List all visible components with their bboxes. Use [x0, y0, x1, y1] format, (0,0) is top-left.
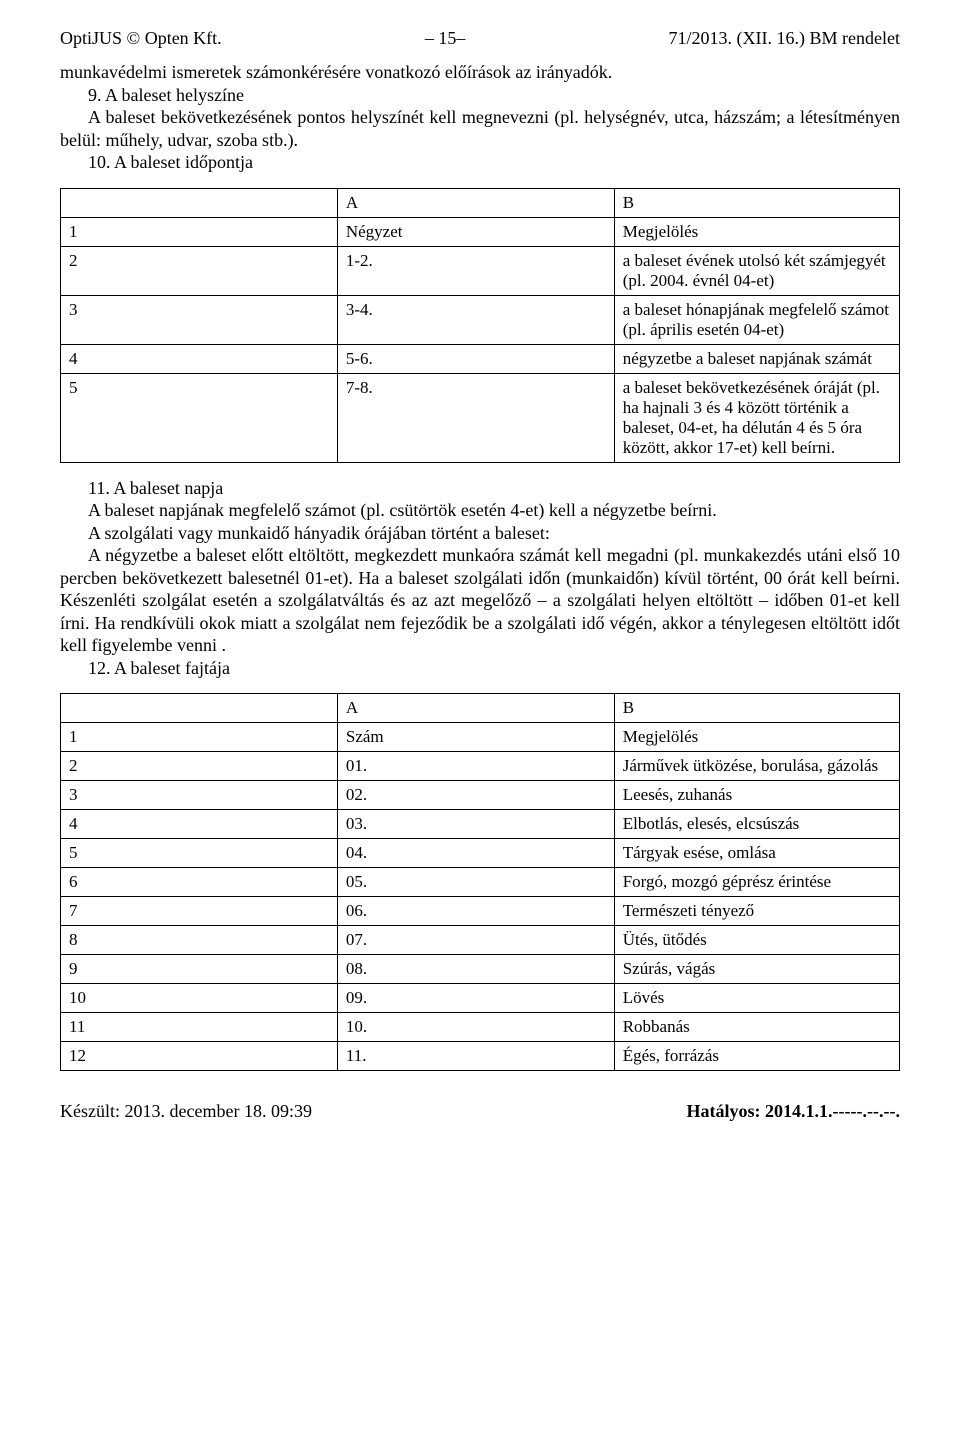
- table-row: 1 Négyzet Megjelölés: [61, 217, 900, 246]
- table-row: 3 02. Leesés, zuhanás: [61, 781, 900, 810]
- table-cell: Leesés, zuhanás: [614, 781, 899, 810]
- header-right: 71/2013. (XII. 16.) BM rendelet: [669, 28, 900, 49]
- table-cell: négyzetbe a baleset napjának számát: [614, 344, 899, 373]
- table-cell: 3: [61, 781, 338, 810]
- table-row: 2 1-2. a baleset évének utolsó két számj…: [61, 246, 900, 295]
- table-cell: 3-4.: [337, 295, 614, 344]
- table-cell: Szúrás, vágás: [614, 955, 899, 984]
- table-cell: Megjelölés: [614, 723, 899, 752]
- paragraph-intro: munkavédelmi ismeretek számonkérésére vo…: [60, 61, 900, 84]
- table-accident-type: A B 1 Szám Megjelölés 2 01. Járművek ütk…: [60, 693, 900, 1071]
- section-10-title: 10. A baleset időpontja: [60, 151, 900, 174]
- table-cell: 08.: [337, 955, 614, 984]
- table-cell: 03.: [337, 810, 614, 839]
- table-cell: a baleset évének utolsó két számjegyét (…: [614, 246, 899, 295]
- table-cell: 1-2.: [337, 246, 614, 295]
- page-footer: Készült: 2013. december 18. 09:39 Hatály…: [60, 1101, 900, 1122]
- table-cell: 10.: [337, 1013, 614, 1042]
- table-row: 7 06. Természeti tényező: [61, 897, 900, 926]
- table-row: 4 03. Elbotlás, elesés, elcsúszás: [61, 810, 900, 839]
- table-row: 4 5-6. négyzetbe a baleset napjának szám…: [61, 344, 900, 373]
- table-cell: 4: [61, 810, 338, 839]
- table-cell: Forgó, mozgó géprész érintése: [614, 868, 899, 897]
- table-cell: Megjelölés: [614, 217, 899, 246]
- table-cell: Természeti tényező: [614, 897, 899, 926]
- table-cell: 05.: [337, 868, 614, 897]
- table-cell: 01.: [337, 752, 614, 781]
- table-cell: Szám: [337, 723, 614, 752]
- table-cell: Lövés: [614, 984, 899, 1013]
- table-cell: 09.: [337, 984, 614, 1013]
- table-row: 1 Szám Megjelölés: [61, 723, 900, 752]
- table-cell: 02.: [337, 781, 614, 810]
- table-cell: 9: [61, 955, 338, 984]
- table-cell: Robbanás: [614, 1013, 899, 1042]
- table-row: 9 08. Szúrás, vágás: [61, 955, 900, 984]
- table-cell: B: [614, 694, 899, 723]
- table-cell: [61, 694, 338, 723]
- section-12-title: 12. A baleset fajtája: [60, 657, 900, 680]
- table-cell: 1: [61, 217, 338, 246]
- table-cell: a baleset bekövetkezésének óráját (pl. h…: [614, 373, 899, 462]
- table-cell: 7-8.: [337, 373, 614, 462]
- table-cell: 12: [61, 1042, 338, 1071]
- table-cell: 11.: [337, 1042, 614, 1071]
- section-9-title: 9. A baleset helyszíne: [60, 84, 900, 107]
- table-cell: 5-6.: [337, 344, 614, 373]
- table-cell: 06.: [337, 897, 614, 926]
- table-cell: B: [614, 188, 899, 217]
- table-row: 11 10. Robbanás: [61, 1013, 900, 1042]
- section-11-body: A négyzetbe a baleset előtt eltöltött, m…: [60, 544, 900, 657]
- table-cell: A: [337, 694, 614, 723]
- header-left: OptiJUS © Opten Kft.: [60, 28, 222, 49]
- table-cell: Elbotlás, elesés, elcsúszás: [614, 810, 899, 839]
- page-header: OptiJUS © Opten Kft. – 15– 71/2013. (XII…: [60, 28, 900, 49]
- table-cell: 2: [61, 752, 338, 781]
- table-cell: Járművek ütközése, borulása, gázolás: [614, 752, 899, 781]
- table-cell: [61, 188, 338, 217]
- table-row: 3 3-4. a baleset hónapjának megfelelő sz…: [61, 295, 900, 344]
- table-cell: 8: [61, 926, 338, 955]
- table-cell: Ütés, ütődés: [614, 926, 899, 955]
- table-row: 6 05. Forgó, mozgó géprész érintése: [61, 868, 900, 897]
- table-cell: 04.: [337, 839, 614, 868]
- table-row: 8 07. Ütés, ütődés: [61, 926, 900, 955]
- table-cell: a baleset hónapjának megfelelő számot (p…: [614, 295, 899, 344]
- table-row: 5 04. Tárgyak esése, omlása: [61, 839, 900, 868]
- table-cell: A: [337, 188, 614, 217]
- table-cell: 1: [61, 723, 338, 752]
- section-11-title: 11. A baleset napja: [60, 477, 900, 500]
- section-9-body: A baleset bekövetkezésének pontos helysz…: [60, 106, 900, 151]
- table-row: 12 11. Égés, forrázás: [61, 1042, 900, 1071]
- table-cell: 6: [61, 868, 338, 897]
- table-row: A B: [61, 694, 900, 723]
- table-cell: 10: [61, 984, 338, 1013]
- footer-right: Hatályos: 2014.1.1.-----.--.--.: [687, 1101, 900, 1122]
- table-cell: 2: [61, 246, 338, 295]
- table-cell: 5: [61, 839, 338, 868]
- section-11-line1: A baleset napjának megfelelő számot (pl.…: [60, 499, 900, 522]
- table-cell: 11: [61, 1013, 338, 1042]
- table-cell: Négyzet: [337, 217, 614, 246]
- table-cell: Égés, forrázás: [614, 1042, 899, 1071]
- table-row: 5 7-8. a baleset bekövetkezésének óráját…: [61, 373, 900, 462]
- table-row: 10 09. Lövés: [61, 984, 900, 1013]
- table-row: 2 01. Járművek ütközése, borulása, gázol…: [61, 752, 900, 781]
- table-cell: 4: [61, 344, 338, 373]
- section-11-line2: A szolgálati vagy munkaidő hányadik óráj…: [60, 522, 900, 545]
- table-cell: 07.: [337, 926, 614, 955]
- table-row: A B: [61, 188, 900, 217]
- table-cell: Tárgyak esése, omlása: [614, 839, 899, 868]
- table-cell: 3: [61, 295, 338, 344]
- table-cell: 7: [61, 897, 338, 926]
- table-cell: 5: [61, 373, 338, 462]
- table-accident-time: A B 1 Négyzet Megjelölés 2 1-2. a balese…: [60, 188, 900, 463]
- footer-left: Készült: 2013. december 18. 09:39: [60, 1101, 312, 1122]
- header-page-number: – 15–: [425, 28, 466, 49]
